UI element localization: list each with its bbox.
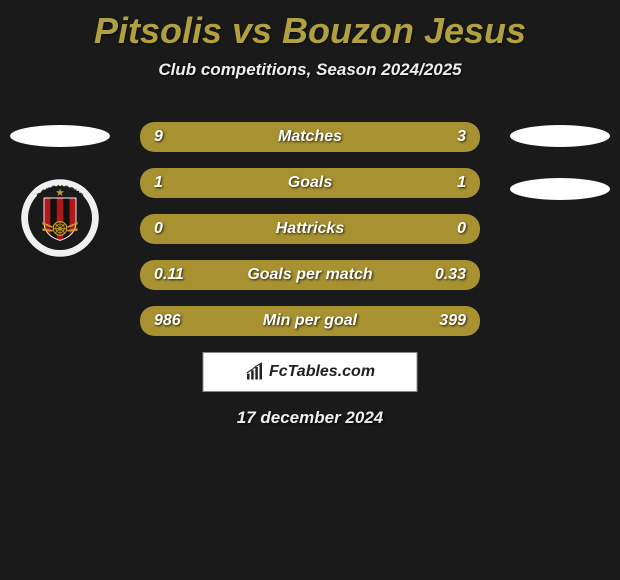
right-team-logo-placeholder-2 bbox=[510, 178, 610, 200]
right-team-logo-placeholder-1 bbox=[510, 125, 610, 147]
chart-icon bbox=[245, 362, 265, 382]
bar-label: Goals per match bbox=[140, 260, 480, 290]
bar-label: Min per goal bbox=[140, 306, 480, 336]
comparison-bars: 93Matches 11Goals 00Hattricks 0.110.33Goals… bbox=[140, 122, 480, 352]
brand-text: FcTables.com bbox=[269, 363, 375, 381]
page-title: Pitsolis vs Bouzon Jesus bbox=[0, 0, 620, 52]
date-text: 17 december 2024 bbox=[0, 408, 620, 428]
page-subtitle: Club competitions, Season 2024/2025 bbox=[0, 60, 620, 80]
bar-row: 11Goals bbox=[140, 168, 480, 198]
club-badge-icon: ЛОКОМОТИВ СОФИЯ bbox=[20, 178, 100, 258]
left-team-logo-placeholder bbox=[10, 125, 110, 147]
bar-row: 986399Min per goal bbox=[140, 306, 480, 336]
bar-label: Hattricks bbox=[140, 214, 480, 244]
svg-text:1929: 1929 bbox=[56, 226, 66, 231]
bar-row: 0.110.33Goals per match bbox=[140, 260, 480, 290]
bar-label: Matches bbox=[140, 122, 480, 152]
bar-row: 93Matches bbox=[140, 122, 480, 152]
brand-box: FcTables.com bbox=[203, 352, 418, 392]
bar-row: 00Hattricks bbox=[140, 214, 480, 244]
bar-label: Goals bbox=[140, 168, 480, 198]
